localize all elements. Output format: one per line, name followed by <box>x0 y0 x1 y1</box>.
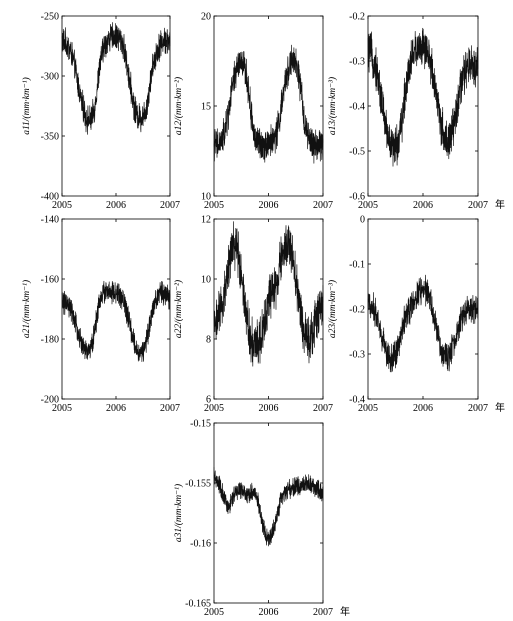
y-tick-label: -0.165 <box>185 599 211 610</box>
y-axis-label: a21/(mm·km⁻¹) <box>21 280 32 338</box>
y-tick-label: 8 <box>206 335 211 346</box>
x-tick-label: 2006 <box>259 607 279 618</box>
panel-a21: a21/(mm·km⁻¹) -200 -180 -160 -140 2005 2006 20… <box>21 215 180 415</box>
y-axis-label: a13/(mm·km⁻³) <box>327 77 338 135</box>
x-axis-unit: 年 <box>495 401 505 414</box>
panel-a13: a13/(mm·km⁻³) -0.6 -0.5 -0.4 -0.3 -0.2 2005 20… <box>327 12 505 212</box>
x-axis-unit: 年 <box>340 605 350 618</box>
series-line <box>367 27 479 167</box>
y-tick-label: 10 <box>201 275 211 286</box>
x-tick-label: 2006 <box>259 200 279 211</box>
x-tick-label: 2005 <box>204 403 224 414</box>
y-axis-label: a31/(mm·km⁻¹) <box>173 484 184 542</box>
x-tick-label: 2007 <box>468 403 488 414</box>
x-tick-label: 2007 <box>313 607 333 618</box>
y-tick-label: -0.2 <box>349 12 365 23</box>
x-tick-label: 2006 <box>413 403 433 414</box>
panel-a12: a12/(mm·km⁻²) 10 15 20 2005 2006 2007 <box>173 12 333 212</box>
x-tick-label: 2006 <box>259 403 279 414</box>
y-tick-label: 6 <box>206 395 211 406</box>
y-tick-label: -160 <box>41 275 59 286</box>
y-tick-label: -400 <box>41 192 59 203</box>
y-tick-label: -0.5 <box>349 147 365 158</box>
series-line <box>213 221 324 367</box>
panel-a11: a11/(mm·km⁻¹) -400 -350 -300 -250 2005 2006 20… <box>21 12 180 212</box>
y-tick-label: -0.155 <box>185 479 211 490</box>
y-tick-label: -250 <box>41 12 59 23</box>
x-tick-label: 2005 <box>204 607 224 618</box>
x-tick-label: 2006 <box>106 200 126 211</box>
y-tick-label: -0.1 <box>349 260 365 271</box>
x-tick-label: 2005 <box>52 403 72 414</box>
x-tick-label: 2005 <box>358 403 378 414</box>
y-tick-label: -0.3 <box>349 57 365 68</box>
y-tick-label: -200 <box>41 395 59 406</box>
series-line <box>61 22 171 135</box>
y-tick-label: -0.16 <box>190 539 211 550</box>
x-axis-unit: 年 <box>495 198 505 211</box>
y-tick-label: -0.4 <box>349 395 365 406</box>
x-tick-label: 2005 <box>204 200 224 211</box>
panel-a31: a31/(mm·km⁻¹) -0.165 -0.16 -0.155 -0.15 2005… <box>173 419 350 619</box>
series-line <box>61 280 171 362</box>
series-line <box>367 274 479 373</box>
y-axis-label: a11/(mm·km⁻¹) <box>21 77 32 135</box>
y-tick-label: 20 <box>201 12 211 23</box>
plot-frame <box>367 218 479 400</box>
panel-a23: a23/(mm·km⁻³) -0.4 -0.3 -0.2 -0.1 0 2005 2006 2… <box>327 215 505 415</box>
y-tick-label: -140 <box>41 215 59 226</box>
y-tick-label: -0.2 <box>349 305 365 316</box>
y-tick-label: -350 <box>41 132 59 143</box>
x-tick-label: 2007 <box>468 200 488 211</box>
y-tick-label: 12 <box>201 215 211 226</box>
x-tick-label: 2007 <box>313 403 333 414</box>
x-tick-label: 2005 <box>52 200 72 211</box>
y-tick-label: 0 <box>360 215 365 226</box>
y-tick-label: 10 <box>201 192 211 203</box>
y-tick-label: -0.3 <box>349 350 365 361</box>
series-line <box>213 467 324 547</box>
y-tick-label: 15 <box>201 102 211 113</box>
y-axis-label: a22/(mm·km⁻²) <box>173 280 184 338</box>
x-tick-label: 2007 <box>160 200 180 211</box>
y-tick-label: -0.15 <box>190 419 211 430</box>
x-tick-label: 2005 <box>358 200 378 211</box>
y-axis-label: a12/(mm·km⁻²) <box>173 77 184 135</box>
x-tick-label: 2006 <box>106 403 126 414</box>
y-tick-label: -180 <box>41 335 59 346</box>
series-line <box>213 44 324 164</box>
y-tick-label: -0.6 <box>349 192 365 203</box>
y-tick-label: -300 <box>41 72 59 83</box>
x-tick-label: 2007 <box>313 200 333 211</box>
y-axis-label: a23/(mm·km⁻³) <box>327 280 338 338</box>
x-tick-label: 2006 <box>413 200 433 211</box>
panel-a22: a22/(mm·km⁻²) 6 8 10 12 2005 2006 2007 <box>173 215 333 415</box>
y-tick-label: -0.4 <box>349 102 365 113</box>
x-tick-label: 2007 <box>160 403 180 414</box>
